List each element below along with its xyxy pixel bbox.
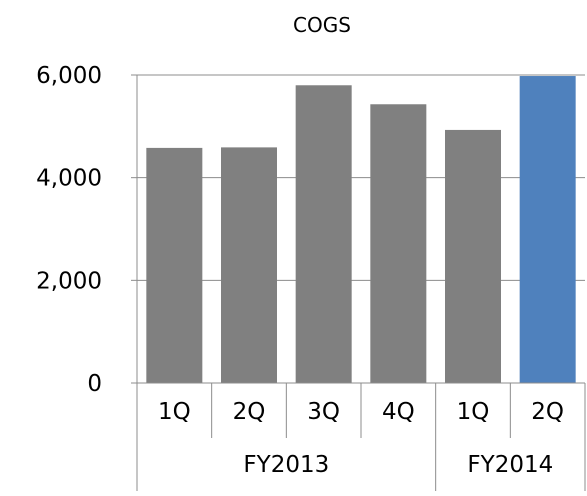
x-tick-label: 4Q <box>382 399 415 425</box>
chart-title: COGS <box>293 13 351 37</box>
bar <box>295 85 352 384</box>
x-tick-label: 2Q <box>233 399 266 425</box>
bar <box>370 104 427 383</box>
x-tick-label: 2Q <box>531 399 564 425</box>
bar <box>146 147 203 383</box>
x-group-label: FY2014 <box>467 452 553 478</box>
bars <box>146 76 576 384</box>
y-tick-label: 4,000 <box>36 166 102 192</box>
y-tick-label: 6,000 <box>36 63 102 89</box>
gridlines <box>137 74 585 281</box>
x-tick-label: 1Q <box>158 399 191 425</box>
bar <box>519 76 576 383</box>
x-group-label: FY2013 <box>243 452 329 478</box>
bar <box>445 129 501 383</box>
axes <box>131 74 586 491</box>
x-tick-label: 3Q <box>307 399 340 425</box>
x-tick-label: 1Q <box>457 399 490 425</box>
axis-labels: 0 2,000 4,000 6,000 1Q 2Q 3Q 4Q 1Q 2Q FY2013 FY2014 <box>36 63 564 478</box>
bar <box>221 147 277 383</box>
y-tick-label: 2,000 <box>36 268 102 294</box>
y-tick-label: 0 <box>87 371 102 397</box>
